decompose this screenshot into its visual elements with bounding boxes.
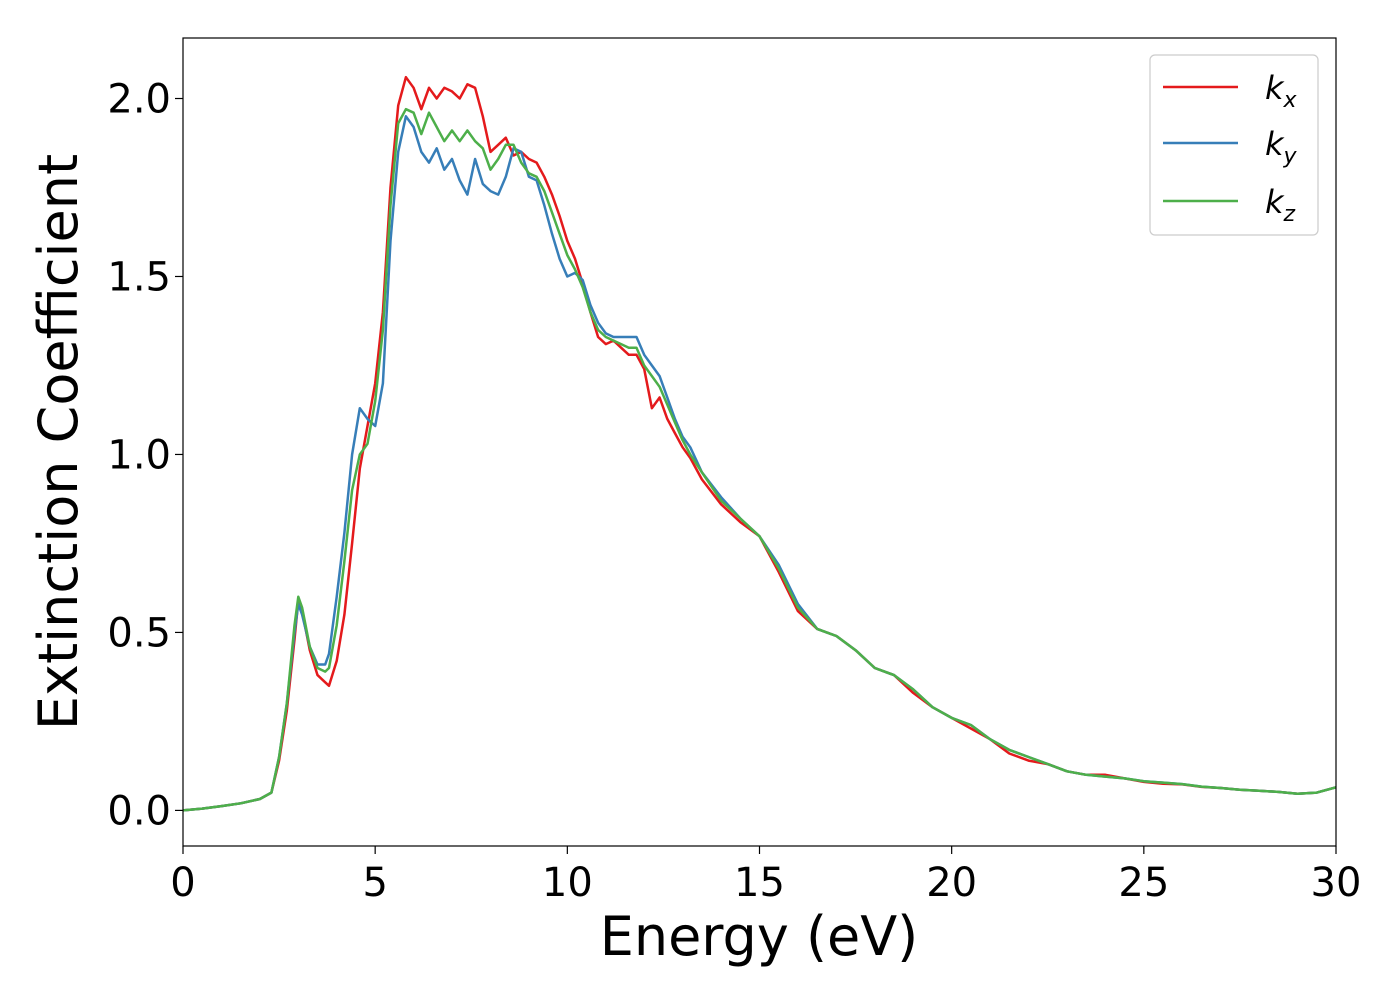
x-tick-label: 20 [926,860,977,906]
x-tick-label: 5 [362,860,387,906]
legend-label-x: kx [1265,69,1298,113]
y-tick-label: 0.0 [107,788,171,834]
legend-label-subscript: x [1283,88,1298,113]
y-axis-title: Extinction Coefficient [27,154,90,730]
legend-label-subscript: z [1283,202,1296,227]
legend-label-main: k [1265,125,1285,163]
legend-box [1149,54,1319,236]
x-tick-label: 0 [170,860,195,906]
x-tick-label: 25 [1118,860,1169,906]
x-tick-label: 15 [734,860,785,906]
y-axis: 0.0 0.5 1.0 1.5 2.0 [107,77,183,834]
legend-label-y: ky [1265,125,1298,169]
y-tick-label: 1.5 [107,254,171,300]
x-axis: 0 5 10 15 20 25 30 [170,846,1361,906]
x-axis-title: Energy (eV) [600,905,919,968]
y-tick-label: 0.5 [107,610,171,656]
y-tick-label: 1.0 [107,432,171,478]
legend-label-z: kz [1265,183,1296,227]
y-tick-label: 2.0 [107,77,171,123]
x-tick-label: 30 [1311,860,1362,906]
series-layer [182,75,1337,812]
legend-label-subscript: y [1283,144,1298,169]
series-line-z [182,107,1337,812]
legend-label-main: k [1265,183,1285,221]
legend-label-main: k [1265,69,1285,107]
x-tick-label: 10 [542,860,593,906]
